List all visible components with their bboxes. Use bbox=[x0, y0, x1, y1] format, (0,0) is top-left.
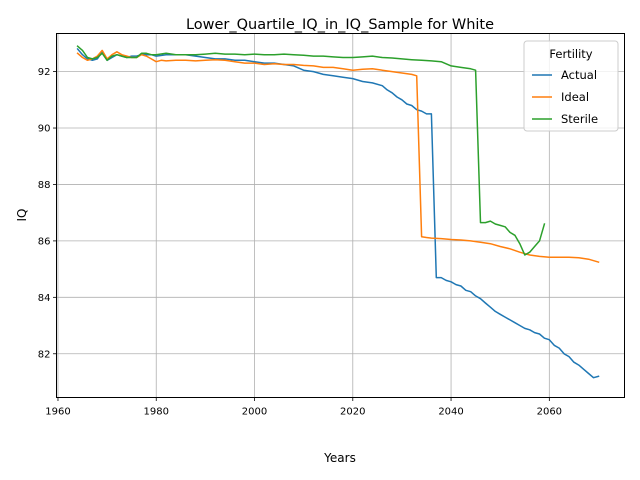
axis-ticks: 1960 1980 2000 2020 2040 2060 82 84 86 88 90 92 bbox=[38, 67, 562, 417]
x-tick-label: 1980 bbox=[144, 407, 169, 418]
series-line-sterile bbox=[76, 45, 546, 256]
series-lines bbox=[76, 45, 600, 379]
chart-title: Lower_Quartile_IQ_in_IQ_Sample for White bbox=[186, 17, 494, 33]
plot-frame bbox=[56, 33, 625, 398]
x-tick-label: 1960 bbox=[45, 407, 70, 418]
y-tick-label: 82 bbox=[38, 349, 51, 360]
legend-label-sterile: Sterile bbox=[561, 112, 598, 126]
y-tick-label: 90 bbox=[38, 124, 51, 135]
y-tick-label: 84 bbox=[38, 293, 51, 304]
y-tick-label: 92 bbox=[38, 67, 51, 78]
y-axis-label: IQ bbox=[15, 209, 29, 222]
legend: Fertility Actual Ideal Sterile bbox=[523, 40, 619, 132]
legend-box bbox=[523, 40, 619, 132]
legend-label-ideal: Ideal bbox=[561, 90, 589, 104]
x-axis-label: Years bbox=[323, 451, 356, 465]
y-tick-label: 88 bbox=[38, 180, 51, 191]
legend-label-actual: Actual bbox=[561, 68, 597, 82]
x-tick-label: 2020 bbox=[340, 407, 365, 418]
y-tick-label: 86 bbox=[38, 236, 51, 247]
legend-title: Fertility bbox=[549, 47, 592, 61]
x-tick-label: 2000 bbox=[242, 407, 267, 418]
x-tick-label: 2040 bbox=[438, 407, 463, 418]
x-tick-label: 2060 bbox=[537, 407, 562, 418]
series-line-actual bbox=[76, 47, 600, 379]
